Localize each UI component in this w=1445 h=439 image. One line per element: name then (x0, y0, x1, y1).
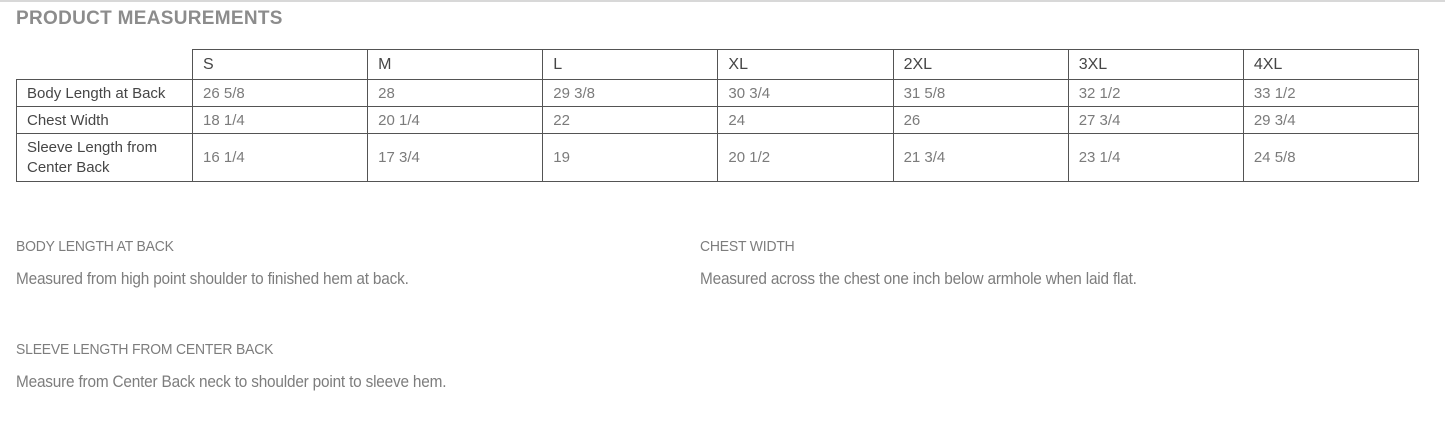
size-column-header-4xl: 4XL (1242, 49, 1420, 80)
measurement-cell: 26 (892, 106, 1069, 134)
measurement-cell: 30 3/4 (717, 79, 894, 107)
measurements-table: S M L XL 2XL 3XL 4XL Body Length at Back… (16, 49, 1420, 182)
measurement-cell: 24 5/8 (1242, 133, 1420, 182)
row-label-body-length: Body Length at Back (16, 79, 193, 107)
table-row-sleeve-length: Sleeve Length from Center Back 16 1/4 17… (16, 133, 1420, 182)
size-column-header-m: M (367, 49, 544, 80)
size-column-header-l: L (542, 49, 719, 80)
measurement-cell: 22 (542, 106, 719, 134)
measurement-cell: 33 1/2 (1242, 79, 1420, 107)
measurement-cell: 29 3/4 (1242, 106, 1420, 134)
measurement-cell: 19 (542, 133, 719, 182)
measurement-cell: 23 1/4 (1067, 133, 1244, 182)
measurement-cell: 26 5/8 (191, 79, 369, 107)
measurement-cell: 17 3/4 (367, 133, 544, 182)
measurement-cell: 21 3/4 (892, 133, 1069, 182)
top-divider (0, 0, 1445, 2)
measurement-cell: 20 1/2 (717, 133, 894, 182)
section-chest-width: CHEST WIDTH Measured across the chest on… (700, 238, 1445, 289)
size-column-header-2xl: 2XL (892, 49, 1069, 80)
table-row-body-length: Body Length at Back 26 5/8 28 29 3/8 30 … (16, 79, 1420, 107)
measurement-cell: 28 (367, 79, 544, 107)
measurement-cell: 16 1/4 (191, 133, 369, 182)
measurement-cell: 20 1/4 (367, 106, 544, 134)
row-label-chest-width: Chest Width (16, 106, 193, 134)
size-column-header-s: S (191, 49, 369, 80)
section-description-body-length: Measured from high point shoulder to fin… (16, 270, 409, 288)
size-column-header-3xl: 3XL (1067, 49, 1244, 80)
empty-corner-cell (17, 50, 193, 80)
row-label-sleeve-length: Sleeve Length from Center Back (16, 133, 193, 182)
section-sleeve-length: SLEEVE LENGTH FROM CENTER BACK Measure f… (16, 341, 700, 392)
table-row-chest-width: Chest Width 18 1/4 20 1/4 22 24 26 27 3/… (16, 106, 1420, 134)
measurement-cell: 31 5/8 (892, 79, 1069, 107)
measurement-cell: 24 (717, 106, 894, 134)
measurement-cell: 32 1/2 (1067, 79, 1244, 107)
measurement-cell: 29 3/8 (542, 79, 719, 107)
table-header-row: S M L XL 2XL 3XL 4XL (17, 49, 1420, 80)
measurement-cell: 18 1/4 (191, 106, 369, 134)
measurement-cell: 27 3/4 (1067, 106, 1244, 134)
size-column-header-xl: XL (717, 49, 894, 80)
section-heading-body-length: BODY LENGTH AT BACK (16, 238, 174, 255)
section-description-chest-width: Measured across the chest one inch below… (700, 270, 1137, 288)
measurement-descriptions: BODY LENGTH AT BACK Measured from high p… (16, 238, 1445, 392)
section-body-length: BODY LENGTH AT BACK Measured from high p… (16, 238, 700, 289)
section-heading-sleeve-length: SLEEVE LENGTH FROM CENTER BACK (16, 341, 274, 358)
page-title: PRODUCT MEASUREMENTS (16, 8, 283, 29)
section-heading-chest-width: CHEST WIDTH (700, 238, 795, 255)
section-description-sleeve-length: Measure from Center Back neck to shoulde… (16, 373, 447, 391)
